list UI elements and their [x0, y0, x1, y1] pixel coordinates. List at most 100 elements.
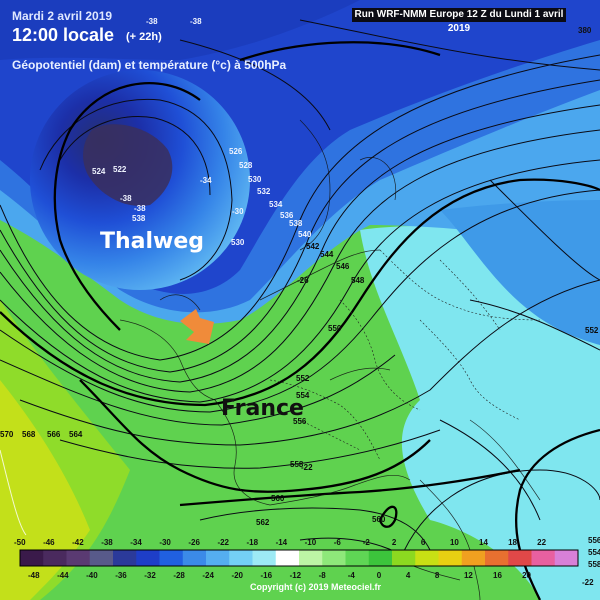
- colorbar-bottom-label: -8: [318, 571, 326, 580]
- contour-label: 544: [320, 250, 334, 259]
- colorbar-top-label: 2: [391, 538, 397, 547]
- colorbar-bottom-label: -36: [115, 571, 127, 580]
- colorbar-top-label: 14: [479, 538, 488, 547]
- contour-label: 562: [256, 518, 270, 527]
- contour-label: 550: [328, 324, 342, 333]
- colorbar-swatch: [531, 550, 556, 566]
- colorbar-bottom-label: -48: [28, 571, 40, 580]
- copyright: Copyright (c) 2019 Meteociel.fr: [250, 582, 382, 592]
- contour-label: 536: [280, 211, 294, 220]
- colorbar-top-label: 10: [449, 538, 459, 547]
- contour-label: -26: [297, 276, 309, 285]
- contour-label: 552: [585, 326, 599, 335]
- colorbar-bottom-label: -12: [289, 571, 302, 580]
- contour-label: -38: [190, 17, 202, 26]
- contour-label: 530: [248, 175, 262, 184]
- contour-label: 560: [271, 494, 285, 503]
- colorbar-swatch: [182, 550, 207, 566]
- colorbar-bottom-label: 8: [434, 571, 440, 580]
- contour-label: 542: [306, 242, 320, 251]
- colorbar-top-label: -30: [159, 538, 171, 547]
- colorbar-top-label: -26: [188, 538, 200, 547]
- temperature-field-warmest: [0, 380, 90, 600]
- colorbar-swatch: [206, 550, 230, 566]
- contour-label: -38: [146, 17, 158, 26]
- contour-label: 538: [289, 219, 303, 228]
- colorbar-swatch: [345, 550, 370, 566]
- colorbar-swatch: [159, 550, 184, 566]
- forecast-time: 12:00 locale: [12, 25, 115, 45]
- contour-label: 538: [132, 214, 146, 223]
- contour-label: 558: [290, 460, 304, 469]
- map-parameter: Géopotentiel (dam) et température (°c) à…: [12, 58, 287, 72]
- edge-label: 380: [578, 26, 592, 35]
- colorbar-bottom-label: -16: [260, 571, 273, 580]
- contour-label: 540: [298, 230, 312, 239]
- contour-label: 534: [269, 200, 283, 209]
- contour-label: 566: [47, 430, 61, 439]
- colorbar-top-label: 6: [420, 538, 426, 547]
- edge-label: 556: [588, 536, 600, 545]
- geopotential-contours: [0, 19, 600, 561]
- forecast-offset: (+ 22h): [126, 31, 162, 43]
- contour-label: -38: [134, 204, 146, 213]
- country-borders: [269, 249, 541, 461]
- colorbar-top-label: -6: [333, 538, 341, 547]
- contour-label: 524: [92, 167, 106, 176]
- colorbar-swatch: [322, 550, 346, 566]
- temperature-field-ne: [440, 200, 600, 345]
- colorbar-top-label: -22: [217, 538, 229, 547]
- temperature-field-top: [0, 0, 360, 60]
- colorbar-top-label: -42: [72, 538, 84, 547]
- colorbar-top-label: -10: [304, 538, 317, 547]
- colorbar-frame: [19, 549, 579, 567]
- contour-label: 548: [351, 276, 365, 285]
- edge-label: -22: [582, 578, 594, 587]
- contour-label: 570: [0, 430, 14, 439]
- thalweg-label: Thalweg: [100, 229, 205, 254]
- colorbar-swatch: [485, 550, 509, 566]
- colorbar-bottom-label: -24: [202, 571, 214, 580]
- colorbar-swatch: [20, 550, 44, 566]
- run-info: Run WRF-NMM Europe 12 Z du Lundi 1 avril…: [352, 8, 566, 34]
- colorbar-top-label: -2: [362, 538, 370, 547]
- colorbar-swatch: [136, 550, 160, 566]
- colorbar-bottom-label: -32: [144, 571, 156, 580]
- colorbar-bottom-label: 4: [405, 571, 411, 580]
- contour-label: 522: [113, 165, 127, 174]
- colorbar-bottom-label: 12: [463, 571, 473, 580]
- colorbar-swatch: [252, 550, 277, 566]
- colorbar-swatch: [66, 550, 91, 566]
- forecast-date: Mardi 2 avril 2019: [12, 9, 113, 23]
- temperature-colorbar: [19, 549, 579, 567]
- colorbar-top-label: -18: [246, 538, 259, 547]
- colorbar-top-label: -46: [43, 538, 55, 547]
- temperature-field-cyan: [360, 225, 600, 600]
- colorbar-top-label: -38: [101, 538, 113, 547]
- colorbar-swatch: [554, 550, 579, 566]
- low-core: [83, 124, 173, 206]
- contour-label: 552: [296, 374, 310, 383]
- colorbar-swatch: [299, 550, 323, 566]
- contour-label: 554: [296, 391, 310, 400]
- contour-label: -30: [232, 207, 244, 216]
- contour-label: 526: [229, 147, 243, 156]
- colorbar-top-label: 22: [537, 538, 547, 547]
- projection-edge: [0, 449, 27, 536]
- contour-label: 556: [293, 417, 307, 426]
- edge-label: 558: [588, 560, 600, 569]
- contour-label: 564: [69, 430, 83, 439]
- contour-label: 532: [257, 187, 271, 196]
- arrow-down-right-icon: [180, 309, 214, 344]
- colorbar-swatch: [275, 550, 300, 566]
- colorbar-bottom-label: -40: [86, 571, 98, 580]
- colorbar-bottom-label: -28: [173, 571, 185, 580]
- colorbar-bottom-label: 0: [376, 571, 382, 580]
- colorbar-top-label: -34: [130, 538, 142, 547]
- colorbar-swatch: [438, 550, 463, 566]
- colorbar-bottom-label: 16: [493, 571, 502, 580]
- contour-label: -34: [200, 176, 212, 185]
- colorbar-top-label: -14: [275, 538, 288, 547]
